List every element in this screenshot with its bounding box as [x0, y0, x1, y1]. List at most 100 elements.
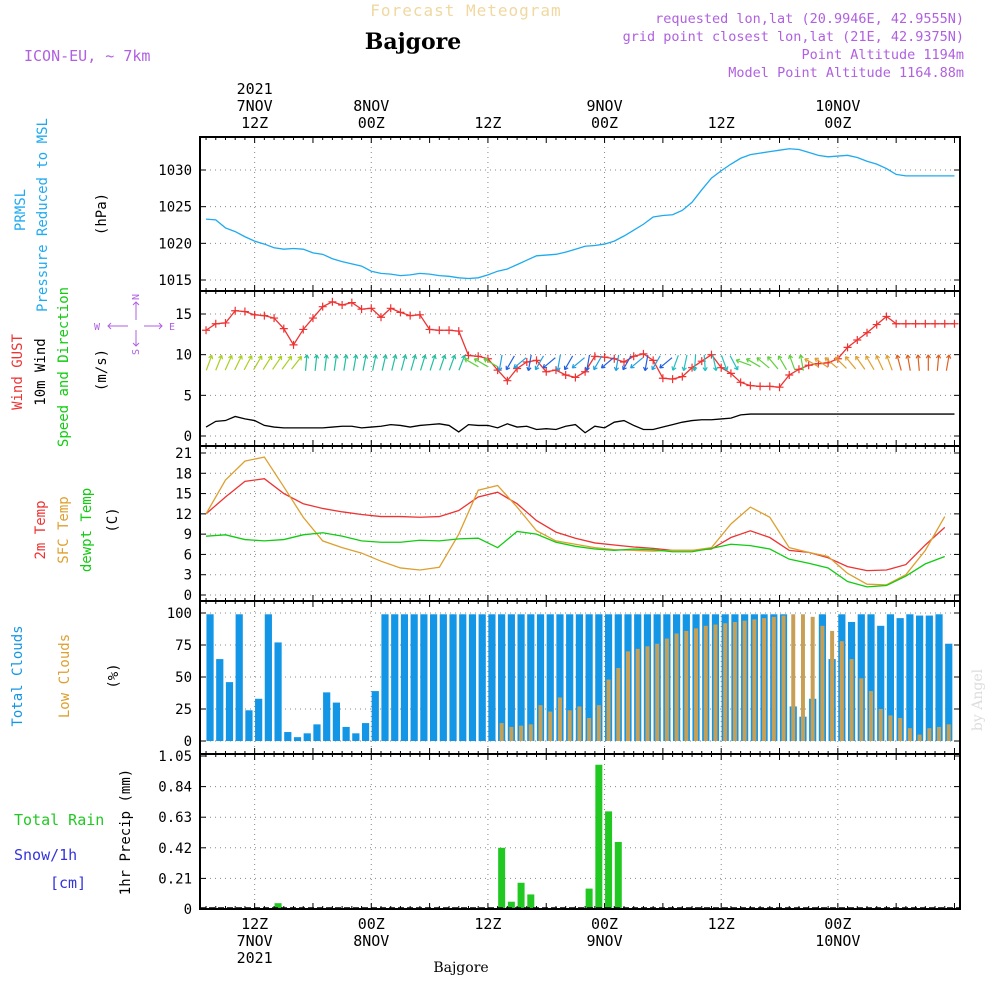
gust-marker [415, 310, 424, 319]
grid-point-coords: grid point closest lon,lat (21E, 42.9375… [623, 29, 964, 45]
low-cloud-bar [596, 705, 601, 741]
low-cloud-bar [674, 633, 679, 741]
wind-direction-arrow [323, 354, 329, 371]
wind-direction-arrow [352, 354, 359, 371]
wind-direction-arrow [767, 356, 779, 370]
model-label: ICON-EU, ~ 7km [24, 47, 150, 65]
low-clouds-label: Low Clouds [57, 634, 73, 718]
gust-marker [707, 350, 716, 359]
total-cloud-bar [439, 614, 447, 741]
wind-direction-arrow [804, 358, 819, 368]
ytick-label: 0.84 [158, 780, 192, 796]
bottom-time-label: 00Z [591, 915, 618, 933]
top-time-label: 00Z [591, 114, 618, 132]
low-cloud-bar [684, 630, 689, 741]
gust-marker [911, 319, 920, 328]
low-cloud-bar [791, 614, 796, 741]
wind-direction-arrow [304, 354, 310, 371]
wind-direction-arrow [458, 354, 467, 371]
low-cloud-bar [538, 705, 543, 741]
ytick-label: 10 [175, 348, 192, 364]
wind-direction-arrow [905, 354, 911, 371]
gust-marker [308, 314, 317, 323]
wind-direction-arrow [756, 357, 770, 369]
wind-direction-arrow [865, 355, 875, 371]
low-cloud-bar [626, 651, 630, 741]
top-time-label: 00Z [824, 114, 851, 132]
low-cloud-bar [616, 668, 621, 741]
wind-direction-arrow [291, 355, 303, 370]
gust-marker [260, 311, 269, 320]
bottom-time-label: 00Z [358, 915, 385, 933]
gust-marker [221, 318, 230, 327]
total-cloud-bar [585, 614, 593, 741]
low-cloud-bar [519, 725, 524, 741]
wind-direction-arrow [671, 355, 679, 371]
wind-speed-dir-label: Speed and Direction [56, 287, 72, 447]
low-cloud-bar [664, 638, 669, 741]
gust-marker [328, 297, 337, 306]
gust-marker [931, 319, 940, 328]
wind-direction-arrow [313, 354, 320, 371]
wind-direction-arrow [788, 354, 796, 371]
gust-marker [231, 306, 240, 315]
bottom-time-label: 10NOV [815, 932, 860, 950]
low-cloud-bar [878, 709, 883, 741]
t2m-line [205, 478, 946, 572]
low-cloud-bar [557, 697, 562, 741]
gust-marker [377, 313, 385, 322]
total-cloud-bar [293, 737, 302, 741]
wind-direction-arrow [692, 354, 698, 372]
gust-marker [756, 382, 765, 391]
total-cloud-bar [255, 698, 263, 741]
gust-marker [542, 367, 551, 376]
ytick-label: 75 [175, 638, 192, 654]
low-cloud-bar [849, 659, 854, 741]
rain-bar [585, 888, 593, 909]
ytick-label: 25 [175, 702, 192, 718]
wind-direction-arrow [253, 355, 263, 371]
low-cloud-bar [509, 726, 514, 741]
gust-marker [396, 308, 405, 317]
wind-direction-arrow [343, 354, 349, 371]
low-cloud-bar [771, 616, 776, 741]
low-cloud-bar [810, 616, 815, 741]
axes-layer: 1015102010251030051015036912151821025507… [158, 80, 960, 967]
gust-marker [794, 365, 803, 374]
ytick-label: 3 [184, 568, 192, 584]
total-cloud-bar [916, 615, 924, 741]
low-cloud-bar [548, 711, 553, 741]
snow-label: Snow/1h [14, 846, 77, 864]
gust-marker [338, 301, 347, 310]
ytick-label: 12 [175, 507, 192, 523]
dewpt-label: dewpt Temp [79, 488, 95, 572]
gust-marker [454, 327, 463, 336]
wind-direction-arrow [720, 355, 729, 371]
gust-marker [678, 372, 687, 381]
frame-layer [199, 136, 961, 910]
compass-e: E [169, 322, 175, 333]
bottom-time-label: 00Z [824, 915, 851, 933]
location-title: Bajgore [365, 29, 461, 55]
wind-direction-arrow [593, 355, 603, 371]
ytick-label: 0.63 [158, 810, 192, 826]
gust-marker [503, 376, 512, 385]
gust-marker [901, 319, 910, 328]
total-cloud-bar [935, 614, 943, 741]
wind-direction-arrow [600, 357, 615, 369]
precip-labels: Total Rain Snow/1h [cm] 1hr Precip (mm) [14, 769, 134, 895]
ytick-label: 15 [175, 307, 192, 323]
total-cloud-bar [507, 614, 515, 741]
gust-marker [270, 314, 279, 323]
gust-marker [590, 352, 599, 361]
low-cloud-bar [645, 646, 650, 741]
gust-marker [726, 369, 735, 378]
clouds-unit: (%) [106, 663, 122, 688]
ytick-label: 0 [184, 429, 192, 445]
model-altitude: Model Point Altitude 1164.88m [728, 65, 964, 81]
wind-direction-arrow [630, 357, 644, 369]
total-cloud-bar [410, 614, 418, 741]
pressure-label-2: Pressure Reduced to MSL [35, 118, 51, 312]
top-time-label: 2021 [237, 80, 273, 98]
wind-direction-arrow [834, 356, 847, 369]
